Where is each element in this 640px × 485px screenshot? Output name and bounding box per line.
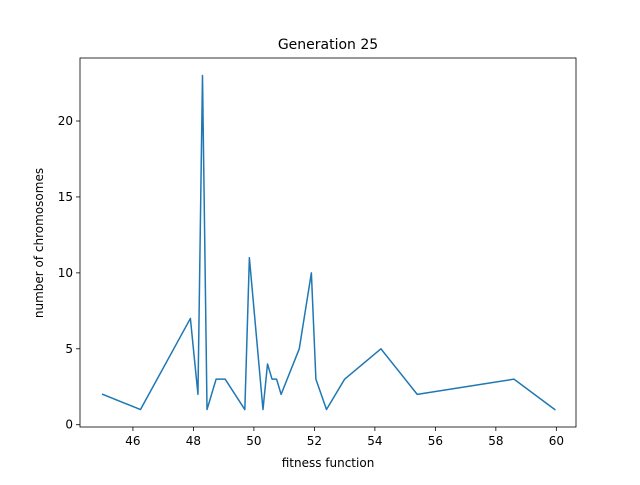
axes-frame <box>79 57 577 428</box>
x-tick-label: 48 <box>186 434 201 448</box>
x-tick-label: 50 <box>246 434 261 448</box>
y-tick-label: 15 <box>58 190 73 204</box>
x-tick-label: 56 <box>428 434 443 448</box>
y-tick-label: 5 <box>65 342 73 356</box>
x-tick-label: 46 <box>125 434 140 448</box>
plot-area: 46 48 50 52 54 56 58 60 0 5 10 15 20 <box>58 57 577 448</box>
x-tick-label: 52 <box>307 434 322 448</box>
y-tick-label: 0 <box>65 418 73 432</box>
x-axis-label: fitness function <box>282 456 375 470</box>
x-tick-label: 60 <box>549 434 564 448</box>
y-axis-label: number of chromosomes <box>32 168 46 318</box>
y-tick-label: 10 <box>58 266 73 280</box>
x-tick-label: 58 <box>488 434 503 448</box>
x-tick-label: 54 <box>367 434 382 448</box>
series-line-0 <box>101 74 556 411</box>
chart-title: Generation 25 <box>278 37 378 53</box>
y-tick-label: 20 <box>58 114 73 128</box>
